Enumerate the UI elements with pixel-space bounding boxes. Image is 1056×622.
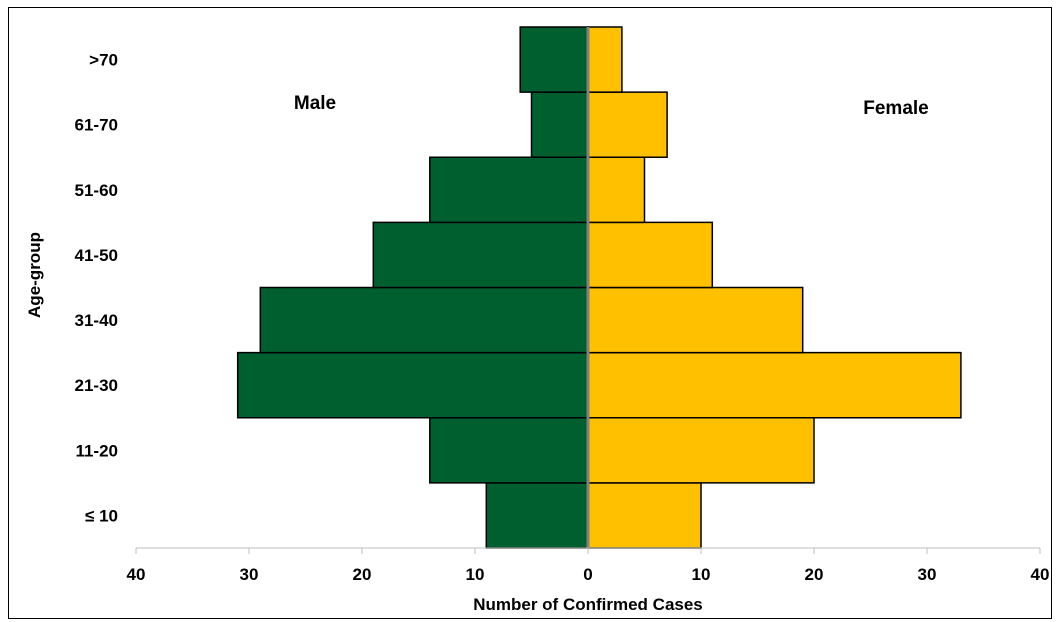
- y-tick-label: 61-70: [75, 116, 118, 135]
- y-tick-label: 41-50: [75, 246, 118, 265]
- y-tick-label: 51-60: [75, 181, 118, 200]
- x-tick-label: 10: [466, 565, 485, 584]
- bar-female-2: [587, 351, 962, 419]
- x-tick-label: 20: [353, 565, 372, 584]
- x-tick-label: 20: [805, 565, 824, 584]
- x-tick-label: 10: [692, 565, 711, 584]
- y-tick-label: 21-30: [75, 376, 118, 395]
- y-tick-label: >70: [89, 51, 118, 70]
- x-tick-label: 40: [127, 565, 146, 584]
- bar-female-6: [587, 91, 668, 158]
- y-axis-title: Age-group: [25, 232, 44, 318]
- bar-female-4: [587, 221, 714, 289]
- y-tick-labels-group: ≤ 10 11-20 21-30 31-40 41-50 51-60 61-70 >70: [75, 51, 118, 526]
- bar-female-1: [587, 417, 815, 484]
- x-tick-label: 0: [583, 565, 592, 584]
- y-tick-label: 31-40: [75, 311, 118, 330]
- x-tick-label: 30: [918, 565, 937, 584]
- bars-group: [236, 26, 962, 549]
- x-ticks-group: 40 30 20 10 0 10 20 30 40: [127, 548, 1050, 584]
- bar-female-3: [587, 286, 804, 354]
- bar-male-1: [429, 417, 589, 484]
- y-tick-label: 11-20: [75, 441, 118, 460]
- x-axis-title: Number of Confirmed Cases: [473, 595, 703, 614]
- y-tick-label: ≤ 10: [85, 506, 118, 525]
- x-tick-label: 40: [1031, 565, 1050, 584]
- bar-male-4: [372, 221, 589, 289]
- bar-male-3: [259, 286, 589, 354]
- bar-male-2: [236, 351, 589, 419]
- bar-male-6: [530, 91, 589, 158]
- series-label-male: Male: [294, 93, 336, 114]
- series-label-female: Female: [863, 98, 928, 119]
- bar-male-0: [485, 482, 589, 549]
- bar-female-7: [587, 26, 623, 93]
- x-tick-label: 30: [240, 565, 259, 584]
- bar-male-5: [429, 156, 589, 224]
- bar-female-0: [587, 482, 702, 549]
- bar-female-5: [587, 156, 646, 224]
- bar-male-7: [519, 26, 589, 93]
